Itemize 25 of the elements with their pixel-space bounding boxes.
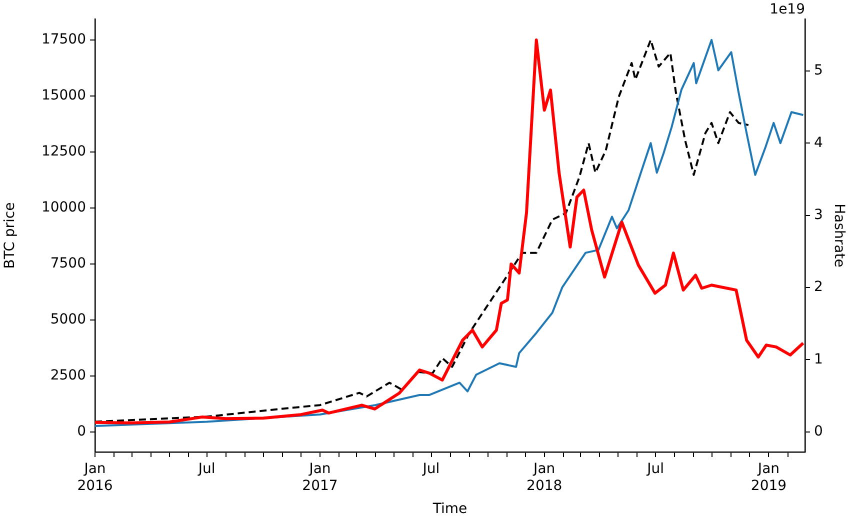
x-tick-label: Jul bbox=[197, 461, 216, 478]
y2-axis-title: Hashrate bbox=[830, 204, 847, 268]
x-tick-label: Jul bbox=[646, 461, 664, 478]
y-tick-label: 5000 bbox=[50, 312, 86, 328]
y2-tick-label: 4 bbox=[814, 134, 823, 151]
y-tick-label: 15000 bbox=[41, 88, 86, 104]
y2-tick-label: 3 bbox=[814, 206, 823, 223]
y-tick-label: 2500 bbox=[50, 368, 86, 384]
y-tick-label: 17500 bbox=[41, 32, 86, 48]
x-tick-label: Jan 2017 bbox=[302, 461, 338, 494]
y-axis-title: BTC price bbox=[2, 202, 18, 269]
y-tick-label: 0 bbox=[77, 424, 86, 440]
y-tick-label: 12500 bbox=[41, 144, 86, 160]
text: 1e19 bbox=[770, 2, 805, 18]
x-tick-label: Jul bbox=[422, 461, 440, 478]
x-tick-label: Jan 2019 bbox=[750, 461, 787, 494]
y2-tick-label: 1 bbox=[814, 351, 823, 368]
y2-tick-label: 2 bbox=[814, 279, 823, 296]
y2-tick-label: 0 bbox=[814, 423, 823, 440]
y-tick-label: 7500 bbox=[50, 256, 86, 272]
x-tick-label: Jan 2018 bbox=[526, 461, 562, 494]
y2-tick-label: 5 bbox=[814, 62, 823, 79]
y-tick-label: 10000 bbox=[41, 200, 86, 216]
x-tick-label: Jan 2016 bbox=[77, 461, 113, 494]
x-axis-title: Time bbox=[432, 501, 468, 518]
